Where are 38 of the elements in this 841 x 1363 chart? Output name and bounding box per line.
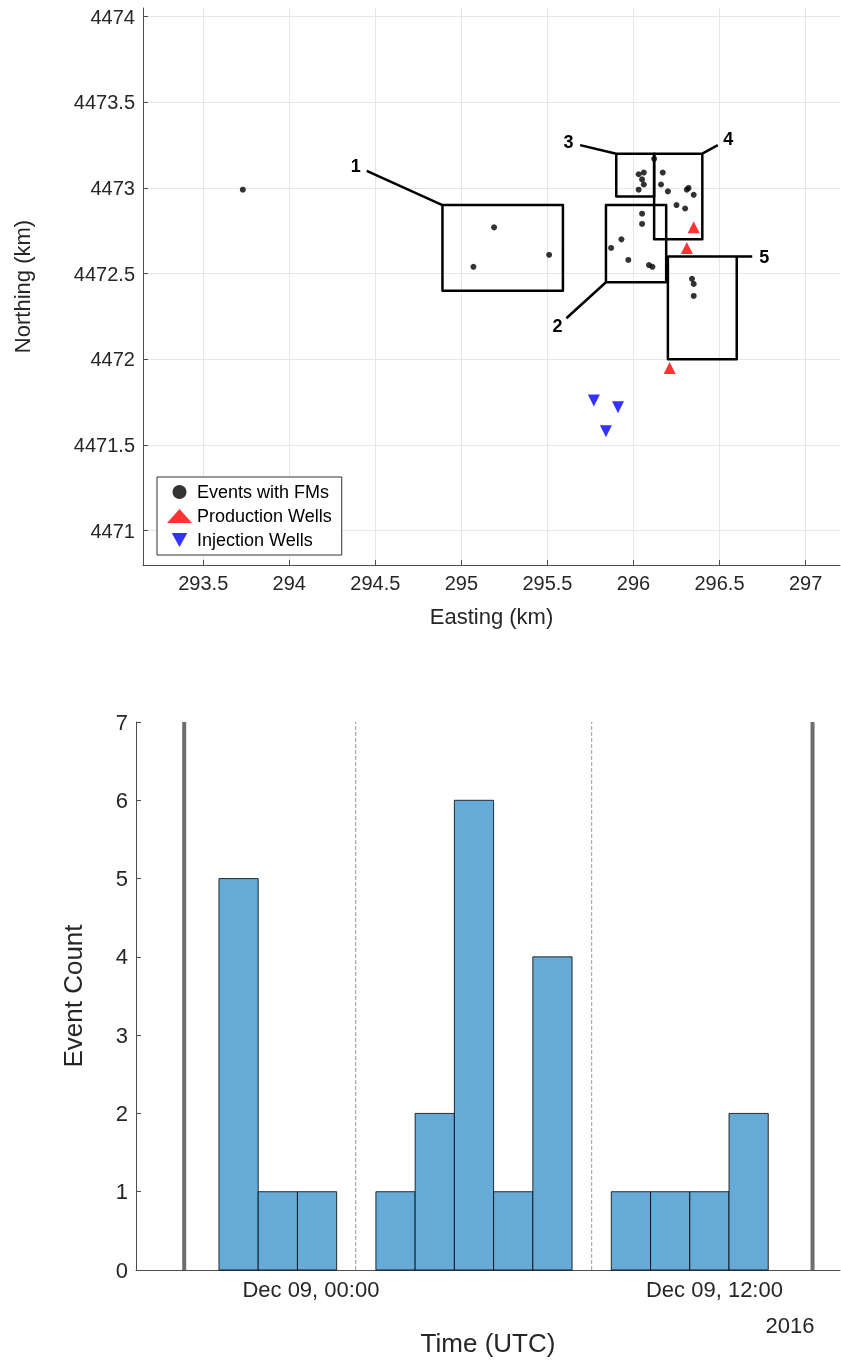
legend-label: Events with FMs bbox=[197, 482, 330, 502]
x-tick-label: 296.5 bbox=[694, 572, 745, 594]
y-axis-title: Northing (km) bbox=[9, 219, 35, 354]
x-axis-title: Time (UTC) bbox=[420, 1328, 556, 1358]
x-tick-label: 293.5 bbox=[178, 572, 229, 594]
x-tick-label: Dec 09, 12:00 bbox=[645, 1276, 783, 1302]
annotation: 4 bbox=[723, 129, 734, 150]
x-tick-label: Dec 09, 00:00 bbox=[242, 1276, 380, 1302]
y-tick-label: 4473.5 bbox=[73, 91, 135, 114]
y-tick-label: 6 bbox=[115, 787, 128, 813]
x-axis-title: Easting (km) bbox=[429, 603, 554, 629]
y-tick-label: 4472.5 bbox=[73, 262, 135, 285]
y-tick-label: 4474 bbox=[90, 5, 135, 28]
y-tick-label: 4471.5 bbox=[73, 434, 135, 457]
x-tick-label: 294.5 bbox=[350, 572, 401, 594]
y-tick-label: 5 bbox=[115, 866, 128, 892]
annotation: 5 bbox=[759, 246, 770, 267]
y-tick-label: 0 bbox=[115, 1257, 128, 1283]
x-tick-label: 294 bbox=[272, 572, 306, 594]
annotation: 2 bbox=[552, 316, 563, 337]
text: 2016 bbox=[765, 1312, 815, 1338]
x-tick-label: 295.5 bbox=[522, 572, 573, 594]
y-tick-label: 3 bbox=[115, 1022, 128, 1048]
annotation: 1 bbox=[350, 155, 361, 176]
y-tick-label: 7 bbox=[115, 709, 128, 735]
x-tick-label: 297 bbox=[788, 572, 823, 594]
x-tick-label: 296 bbox=[616, 572, 651, 594]
y-tick-label: 2 bbox=[115, 1100, 128, 1126]
legend-label: Production Wells bbox=[197, 506, 332, 526]
y-tick-label: 1 bbox=[115, 1179, 128, 1205]
y-tick-label: 4471 bbox=[90, 519, 135, 542]
x-tick-label: 295 bbox=[444, 572, 479, 594]
legend-label: Injection Wells bbox=[197, 530, 313, 550]
y-tick-label: 4473 bbox=[90, 176, 135, 199]
annotation: 3 bbox=[563, 132, 574, 153]
y-axis-title: Event Count bbox=[58, 923, 88, 1068]
y-tick-label: 4 bbox=[115, 944, 128, 970]
y-tick-label: 4472 bbox=[90, 348, 135, 371]
